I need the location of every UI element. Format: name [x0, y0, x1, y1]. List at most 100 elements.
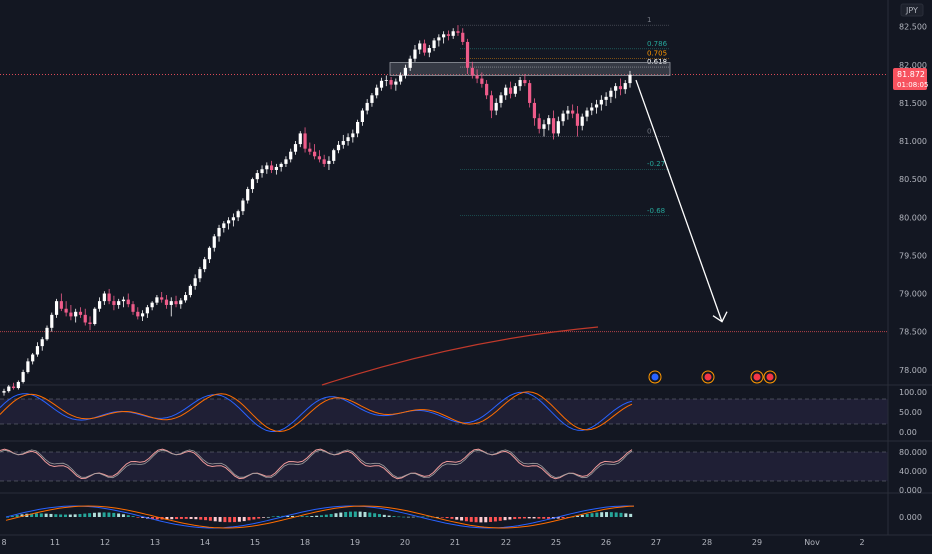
macd-histogram-bar [455, 517, 459, 520]
candle-body [274, 166, 278, 171]
candle-body [250, 179, 255, 190]
macd-histogram-bar [353, 511, 357, 517]
macd-histogram-bar [435, 516, 439, 518]
macd-histogram-bar [88, 513, 92, 517]
candle-body [332, 150, 336, 161]
last-price-badge: 81.872 01:08:05 [893, 68, 928, 90]
candle-body [547, 118, 551, 125]
candle-body [107, 293, 111, 302]
projection-arrow-head [712, 311, 728, 323]
candle-body [150, 302, 154, 308]
resistance-zone [389, 62, 671, 76]
candle-body [566, 110, 570, 114]
fib-level-label: -0.68 [647, 207, 665, 215]
indicator-tick-label: 0.00 [899, 428, 917, 437]
macd-histogram-bar [112, 512, 116, 517]
macd-histogram-bar [126, 515, 130, 517]
macd-histogram-bar [411, 516, 415, 518]
candle-body [11, 386, 16, 389]
candle-body [126, 299, 130, 305]
candle-body [88, 322, 92, 325]
candle-body [379, 80, 384, 88]
candle-body [375, 87, 379, 96]
macd-pane[interactable]: 0.000 [5, 505, 922, 529]
projection-arrow-line [635, 79, 723, 322]
macd-histogram-bar [595, 512, 599, 517]
macd-histogram-bar [542, 517, 546, 519]
candle-body [97, 301, 102, 309]
time-tick-label: 11 [50, 538, 60, 547]
time-tick-label: 13 [150, 538, 160, 547]
candle-body [618, 86, 623, 90]
indicator-tick-label: 100.00 [899, 388, 927, 397]
rsi-pane[interactable]: 80.000 40.000 0.000 [0, 448, 927, 495]
event-marker-dot [704, 373, 712, 381]
candle-body [322, 159, 326, 164]
macd-histogram-bar [315, 515, 319, 517]
economic-event-marker [763, 370, 777, 384]
time-axis[interactable]: 8 11 12 13 14 15 18 19 20 21 22 25 26 27 28 29 Nov 2 [1, 538, 864, 547]
candle-body [174, 301, 178, 305]
macd-histogram-bar [83, 513, 87, 517]
candle-body [580, 116, 584, 126]
fib-level-label: 0.705 [647, 50, 667, 58]
candle-body [169, 301, 173, 305]
macd-histogram-bar [204, 517, 208, 521]
macd-histogram-bar [532, 517, 536, 519]
price-tick-label: 78.500 [899, 328, 927, 337]
candle-body [475, 75, 479, 79]
candle-body [542, 124, 546, 129]
time-tick-label: 25 [551, 538, 561, 547]
candle-body [222, 223, 226, 228]
candle-body [370, 95, 374, 103]
macd-histogram-bar [165, 517, 169, 520]
candle-body [293, 144, 298, 152]
economic-event-marker [701, 370, 715, 384]
macd-histogram-bar [233, 517, 237, 523]
candle-body [513, 86, 517, 94]
macd-histogram-bar [68, 514, 72, 517]
candle-body [403, 67, 408, 76]
macd-histogram-bar [469, 517, 473, 522]
macd-histogram-bar [34, 513, 38, 517]
candle-body [556, 121, 560, 134]
candle-body [413, 49, 417, 59]
price-tick-label: 80.000 [899, 213, 927, 222]
candle-body [136, 311, 140, 317]
stochastic-rsi-pane[interactable]: 100.00 50.00 0.00 [0, 388, 927, 437]
macd-histogram-bar [368, 512, 372, 517]
candle-body [313, 151, 317, 157]
stoch-d-line [0, 391, 633, 433]
candle-body [341, 141, 345, 145]
moving-average-line [321, 326, 599, 386]
macd-histogram-bar [605, 512, 609, 517]
price-axis[interactable]: 82.500 82.000 81.500 81.000 80.500 80.000 79.5… [887, 0, 927, 535]
indicator-tick-label: 0.000 [899, 513, 922, 522]
price-tick-label: 80.500 [899, 175, 927, 184]
macd-histogram-bar [305, 516, 309, 517]
macd-histogram-bar [344, 512, 348, 517]
macd-histogram-bar [590, 513, 594, 517]
macd-histogram-bar [320, 515, 323, 517]
time-tick-label: 8 [1, 538, 6, 547]
candle-body [389, 80, 393, 85]
candle-body [217, 227, 221, 237]
candle-body [54, 301, 59, 315]
candle-body [145, 307, 149, 314]
macd-histogram-bar [136, 517, 140, 518]
indicator-tick-label: 40.000 [899, 467, 927, 476]
macd-histogram-bar [199, 517, 203, 520]
time-tick-label: 28 [702, 538, 712, 547]
candle-body [69, 312, 73, 317]
candle-body [432, 40, 436, 49]
economic-event-marker [750, 370, 764, 384]
time-tick-label: 27 [651, 538, 661, 547]
candle-body [418, 43, 422, 50]
candle-body [394, 81, 398, 85]
macd-histogram-bar [54, 514, 58, 517]
macd-histogram-bar [556, 517, 560, 519]
currency-badge[interactable]: JPY [900, 3, 924, 17]
